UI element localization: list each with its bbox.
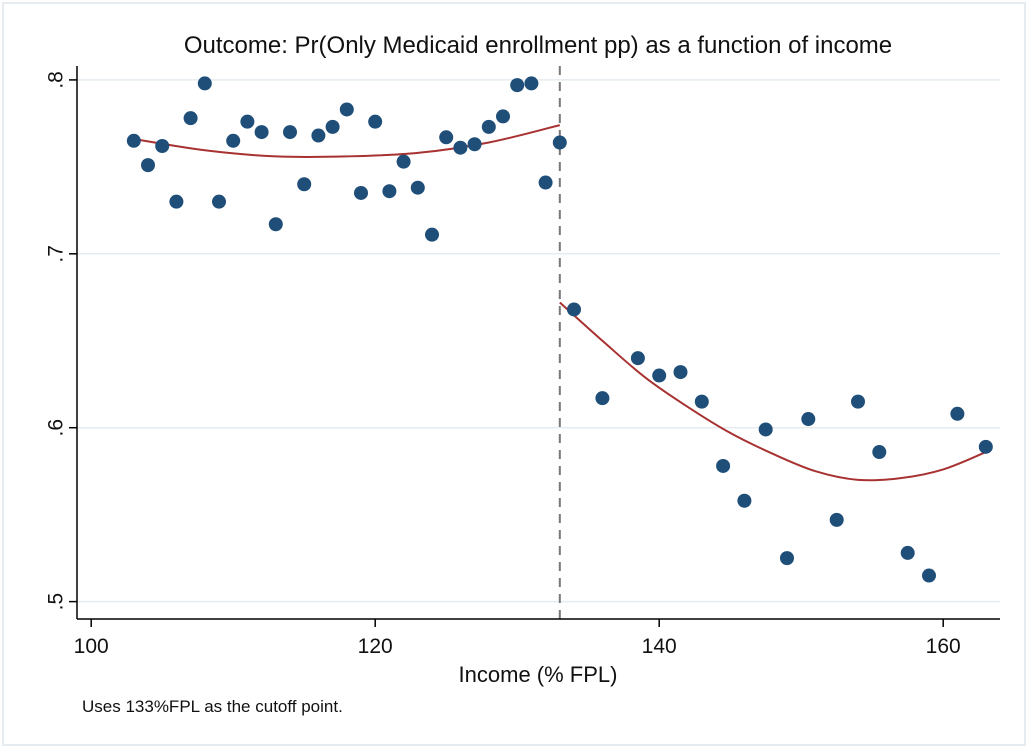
data-point <box>212 194 226 209</box>
data-point <box>694 394 709 409</box>
data-point <box>254 125 269 140</box>
data-point <box>737 493 752 508</box>
data-point <box>354 185 368 200</box>
data-point <box>978 439 993 454</box>
data-point <box>716 458 731 473</box>
chart-note: Uses 133%FPL as the cutoff point. <box>82 697 343 716</box>
x-tick-label: 120 <box>358 635 393 658</box>
data-point <box>851 394 865 409</box>
data-point <box>496 109 510 124</box>
data-point <box>439 130 454 145</box>
data-point <box>652 368 667 383</box>
ticks: .5 .6 .7 .8 100 120 140 160 <box>45 71 961 658</box>
data-point <box>268 217 283 232</box>
data-point <box>922 568 936 583</box>
x-axis-label: Income (% FPL) <box>459 662 618 687</box>
data-point <box>297 177 312 192</box>
fit-line <box>133 124 561 159</box>
data-point <box>780 551 794 566</box>
data-point <box>481 119 496 134</box>
data-point <box>283 125 297 140</box>
x-tick-label: 100 <box>74 635 109 658</box>
data-point <box>552 135 567 150</box>
data-point <box>567 302 581 317</box>
data-point <box>141 158 155 173</box>
data-point <box>183 111 198 126</box>
data-point <box>950 406 965 421</box>
y-tick-label: .8 <box>45 71 68 89</box>
data-point <box>240 114 255 129</box>
axes <box>76 66 1000 620</box>
data-point <box>829 512 844 527</box>
data-point <box>630 351 645 366</box>
data-points <box>126 76 993 583</box>
data-point <box>396 154 411 169</box>
data-point <box>339 102 354 117</box>
data-point <box>595 391 610 406</box>
data-point <box>169 194 184 209</box>
data-point <box>126 133 141 148</box>
chart-title: Outcome: Pr(Only Medicaid enrollment pp)… <box>184 32 892 59</box>
data-point <box>538 175 553 190</box>
gridlines <box>77 79 1000 603</box>
data-point <box>900 545 915 560</box>
data-point <box>197 76 212 91</box>
data-point <box>453 140 468 155</box>
data-point <box>758 422 773 437</box>
data-point <box>226 133 241 148</box>
x-tick-label: 140 <box>642 635 677 658</box>
data-point <box>425 227 439 242</box>
data-point <box>410 180 425 195</box>
data-point <box>325 119 340 134</box>
data-point <box>801 412 816 427</box>
data-point <box>368 114 383 129</box>
data-point <box>155 138 170 153</box>
fit-lines <box>133 124 987 482</box>
data-point <box>510 78 525 93</box>
y-tick-label: .5 <box>45 593 68 611</box>
data-point <box>524 76 539 91</box>
data-point <box>311 128 326 143</box>
fit-line <box>559 301 987 482</box>
data-point <box>382 184 397 199</box>
data-point <box>673 365 688 380</box>
data-point <box>467 137 482 152</box>
data-point <box>872 445 887 460</box>
y-tick-label: .7 <box>45 245 68 263</box>
y-tick-label: .6 <box>45 419 68 437</box>
x-tick-label: 160 <box>926 635 961 658</box>
